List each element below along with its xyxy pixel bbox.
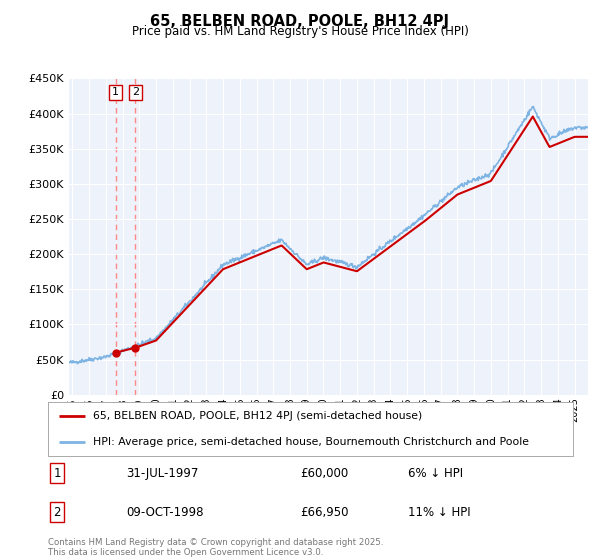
Text: 31-JUL-1997: 31-JUL-1997	[126, 466, 199, 480]
Text: 09-OCT-1998: 09-OCT-1998	[126, 506, 203, 519]
Text: 2: 2	[53, 506, 61, 519]
Text: 65, BELBEN ROAD, POOLE, BH12 4PJ (semi-detached house): 65, BELBEN ROAD, POOLE, BH12 4PJ (semi-d…	[92, 412, 422, 421]
Text: £66,950: £66,950	[300, 506, 349, 519]
Text: 1: 1	[112, 87, 119, 97]
Text: 11% ↓ HPI: 11% ↓ HPI	[408, 506, 470, 519]
Text: Contains HM Land Registry data © Crown copyright and database right 2025.
This d: Contains HM Land Registry data © Crown c…	[48, 538, 383, 557]
Text: £60,000: £60,000	[300, 466, 348, 480]
Text: Price paid vs. HM Land Registry's House Price Index (HPI): Price paid vs. HM Land Registry's House …	[131, 25, 469, 38]
Text: 2: 2	[132, 87, 139, 97]
Text: 65, BELBEN ROAD, POOLE, BH12 4PJ: 65, BELBEN ROAD, POOLE, BH12 4PJ	[151, 14, 449, 29]
Text: HPI: Average price, semi-detached house, Bournemouth Christchurch and Poole: HPI: Average price, semi-detached house,…	[92, 437, 529, 446]
Text: 6% ↓ HPI: 6% ↓ HPI	[408, 466, 463, 480]
Text: 1: 1	[53, 466, 61, 480]
